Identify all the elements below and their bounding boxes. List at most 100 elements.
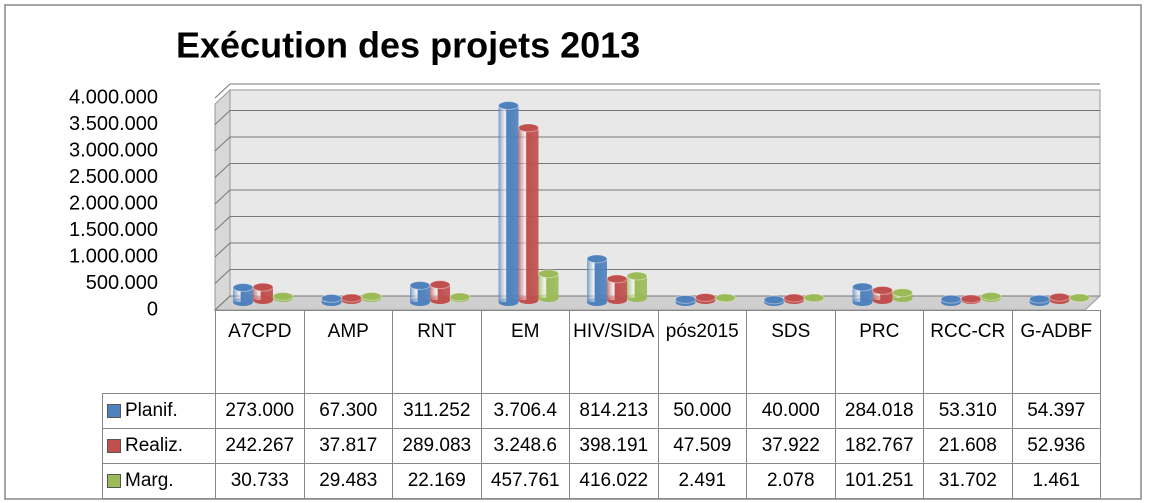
grid-line — [214, 242, 1100, 258]
grid-line — [214, 163, 1100, 178]
bar-top — [1069, 293, 1090, 303]
y-tick-label: 3.000.000 — [69, 139, 158, 161]
category-label: EM — [480, 310, 570, 394]
bar-body — [538, 273, 559, 298]
bar-top — [498, 101, 519, 111]
legend-swatch — [107, 403, 121, 418]
bar-top — [763, 295, 785, 305]
bar-top — [538, 269, 559, 279]
bar-body — [498, 105, 519, 303]
bar-top — [852, 282, 873, 292]
bar-top — [715, 293, 736, 303]
grid-line — [214, 269, 1100, 284]
bar — [763, 295, 785, 306]
bar — [252, 282, 274, 304]
bars — [232, 101, 1090, 306]
bar — [892, 288, 913, 302]
category-label: G-ADBF — [1011, 310, 1101, 394]
y-tick-label: 2.000.000 — [69, 192, 158, 214]
bar-top — [361, 291, 382, 301]
value-label: 1.461 — [1011, 463, 1101, 499]
value-label: 37.922 — [746, 428, 836, 464]
legend-swatch — [107, 473, 121, 488]
value-label: 53.310 — [923, 393, 1013, 429]
category-label: pós2015 — [657, 310, 747, 394]
bar — [409, 281, 431, 306]
value-label: 29.483 — [303, 463, 393, 499]
bar — [449, 292, 471, 302]
bar — [675, 294, 696, 306]
value-label: 101.251 — [834, 463, 924, 499]
corner-cell — [102, 310, 216, 394]
value-label: 40.000 — [746, 393, 836, 429]
bar — [803, 293, 825, 303]
data-table: A7CPD AMP RNT EM HIV/SIDA pós2015 SDS PRC RCC-CR… — [102, 310, 1101, 499]
legend-label: Marg. — [125, 470, 174, 491]
bar-body — [627, 275, 647, 298]
bar-top — [960, 294, 982, 304]
bar — [626, 271, 648, 302]
value-label: 50.000 — [657, 393, 747, 429]
grid-line — [214, 216, 1100, 231]
bar-top — [341, 293, 362, 303]
bar-body — [233, 287, 253, 302]
bar — [586, 254, 608, 306]
bar-body — [852, 286, 873, 302]
bar — [783, 293, 805, 304]
y-tick-label: 3.500.000 — [69, 113, 158, 135]
value-label: 31.702 — [923, 463, 1013, 499]
series-row: Realiz. 242.267 37.817 289.083 3.248.6 398.19… — [102, 428, 1101, 464]
y-tick-label: 1.500.000 — [69, 219, 158, 241]
bar-top — [872, 285, 893, 295]
bar-top — [803, 293, 825, 303]
series-row: Marg. 30.733 29.483 22.169 457.761 416.022 2.4… — [102, 463, 1101, 499]
bar-top — [626, 271, 648, 281]
bar — [606, 274, 628, 304]
value-label: 54.397 — [1011, 393, 1101, 429]
y-tick-label: 1.000.000 — [69, 245, 158, 267]
value-label: 273.000 — [215, 393, 305, 429]
category-label: RCC-CR — [923, 310, 1013, 394]
category-label: AMP — [303, 310, 393, 394]
value-label: 2.491 — [657, 463, 747, 499]
category-label: A7CPD — [215, 310, 305, 394]
bar — [852, 282, 873, 306]
bar-top — [940, 294, 962, 304]
value-label: 284.018 — [834, 393, 924, 429]
bar — [872, 285, 893, 304]
bar — [960, 294, 982, 304]
value-label: 182.767 — [834, 428, 924, 464]
bar-top — [606, 274, 628, 284]
grid-line — [214, 189, 1100, 205]
bar — [321, 293, 342, 306]
bar-top — [783, 293, 805, 303]
legend-label: Realiz. — [125, 435, 184, 456]
bar — [361, 291, 382, 302]
bar — [940, 294, 962, 306]
bar-top — [1049, 292, 1070, 302]
value-label: 3.248.6 — [480, 428, 570, 464]
bar — [341, 293, 362, 304]
bar-top — [518, 123, 539, 133]
y-tick-label: 4.000.000 — [69, 86, 158, 108]
value-label: 52.936 — [1011, 428, 1101, 464]
bar — [715, 293, 736, 303]
bar-top — [980, 291, 1002, 301]
y-tick-label: 0 — [147, 298, 158, 320]
value-label: 289.083 — [392, 428, 482, 464]
value-label: 814.213 — [569, 393, 659, 429]
value-label: 311.252 — [392, 393, 482, 429]
bar — [272, 291, 294, 302]
bar — [695, 292, 716, 304]
value-label: 22.169 — [392, 463, 482, 499]
bar — [1029, 294, 1050, 306]
grid-line — [214, 110, 1100, 125]
value-label: 21.608 — [923, 428, 1013, 464]
grid-line — [214, 136, 1100, 152]
bar-body — [872, 290, 893, 300]
bar-top — [252, 282, 274, 292]
bar-top — [321, 293, 342, 303]
category-label: HIV/SIDA — [569, 310, 659, 394]
